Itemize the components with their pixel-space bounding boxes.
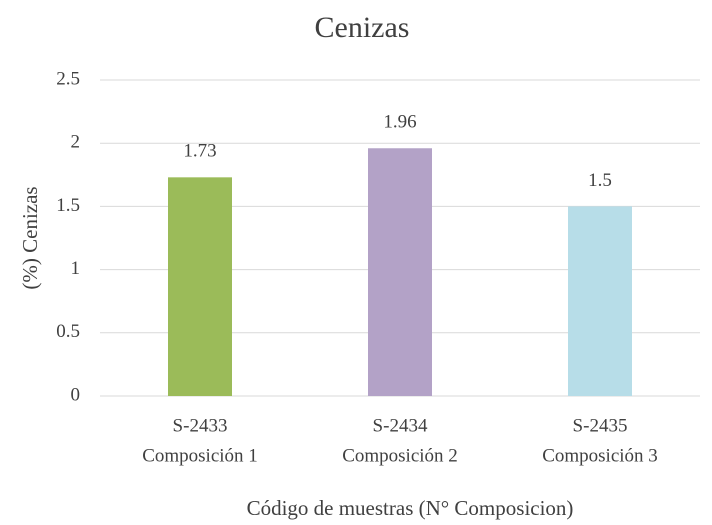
x-tick-label: S-2434	[373, 415, 428, 436]
y-axis-title: (%) Cenizas	[18, 186, 42, 289]
x-tick-label: S-2435	[573, 415, 628, 436]
bar	[168, 177, 232, 396]
x-tick-label: Composición 2	[342, 445, 458, 466]
data-label: 1.96	[383, 112, 416, 133]
x-tick-label: S-2433	[173, 415, 228, 436]
bar	[368, 148, 432, 396]
y-tick-label: 0	[71, 384, 81, 405]
data-label: 1.5	[588, 170, 612, 191]
bar	[568, 206, 632, 396]
chart-title: Cenizas	[315, 11, 410, 44]
data-label: 1.73	[183, 141, 216, 162]
x-axis-title: Código de muestras (N° Composicion)	[247, 496, 574, 520]
y-tick-label: 1.5	[56, 195, 80, 216]
y-tick-label: 1	[71, 258, 81, 279]
y-tick-label: 2	[71, 132, 81, 153]
x-tick-label: Composición 1	[142, 445, 258, 466]
x-tick-label: Composición 3	[542, 445, 658, 466]
y-tick-label: 2.5	[56, 68, 80, 89]
y-tick-label: 0.5	[56, 321, 80, 342]
